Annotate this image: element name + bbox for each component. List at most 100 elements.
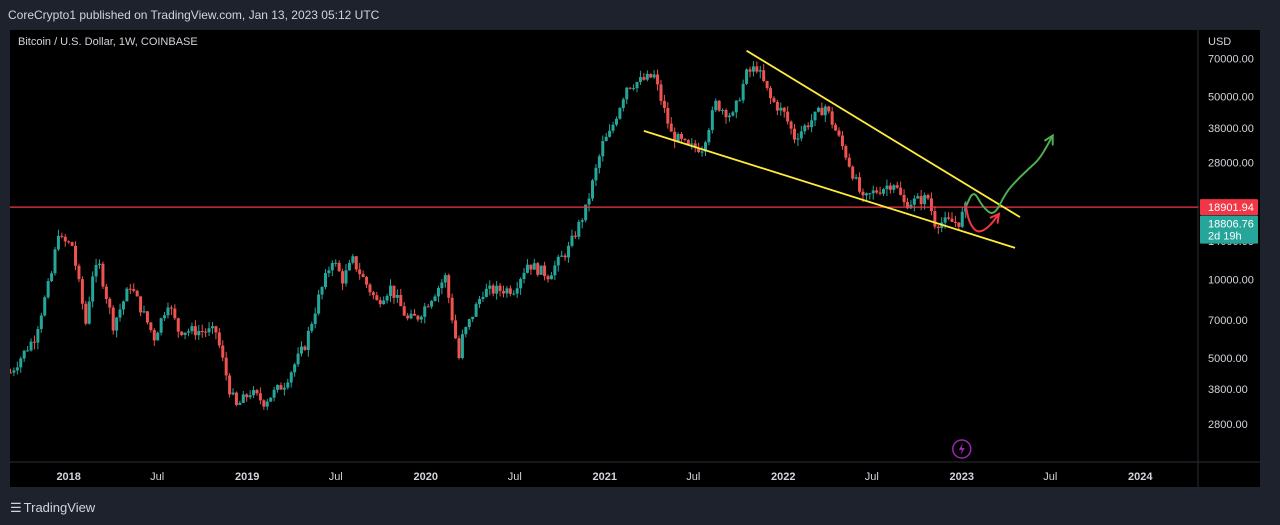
candle-body: [276, 385, 280, 390]
x-tick-label: Jul: [1043, 471, 1057, 483]
price-label-value: 18806.76: [1208, 219, 1254, 231]
candle-body: [560, 255, 564, 257]
candle-body: [330, 263, 334, 271]
candle-body: [936, 226, 940, 229]
y-tick-label: 2800.00: [1208, 419, 1248, 431]
brand[interactable]: ☰ TradingView: [10, 500, 95, 515]
candle-body: [368, 284, 372, 293]
x-tick-label: 2021: [592, 471, 616, 483]
y-tick-label: 5000.00: [1208, 353, 1248, 365]
candle-body: [296, 353, 300, 365]
candle-body: [549, 275, 553, 280]
candle-body: [399, 295, 403, 307]
candle-body: [238, 402, 242, 405]
candle-body: [478, 299, 482, 305]
candle-body: [584, 204, 588, 221]
lightning-glyph: [958, 443, 965, 455]
wedge-trendline[interactable]: [643, 130, 1016, 249]
wedge-trendline[interactable]: [746, 49, 1021, 218]
chart-area[interactable]: USD70000.0050000.0038000.0028000.0014000…: [10, 30, 1260, 487]
candle-body: [43, 297, 47, 316]
candle-body: [258, 393, 262, 401]
candle-body: [169, 307, 173, 309]
candle-body: [269, 397, 273, 402]
bullish-projection-path[interactable]: [964, 134, 1054, 214]
candle-body: [501, 290, 505, 294]
symbol-title: Bitcoin / U.S. Dollar, 1W, COINBASE: [18, 36, 198, 48]
candle-body: [15, 367, 19, 371]
candle-body: [354, 256, 358, 270]
candle-body: [495, 285, 499, 294]
candle-body: [224, 357, 228, 376]
candle-body: [50, 273, 54, 282]
candle-body: [200, 330, 204, 332]
x-tick-label: Jul: [865, 471, 879, 483]
candle-body: [796, 138, 800, 140]
candle-body: [371, 292, 375, 296]
candle-body: [436, 287, 440, 297]
candle-body: [563, 255, 567, 258]
candle-body: [293, 364, 297, 373]
candle-body: [10, 372, 12, 374]
candle-body: [628, 87, 632, 89]
candle-body: [508, 288, 512, 294]
header-bar: CoreCrypto1 published on TradingView.com…: [0, 0, 1280, 30]
candle-body: [139, 296, 143, 313]
candle-body: [782, 107, 786, 112]
candle-body: [625, 87, 629, 100]
candle-body: [416, 315, 420, 320]
candle-body: [156, 332, 160, 341]
candle-body: [234, 392, 238, 405]
price-label-badge: [1200, 215, 1258, 244]
candle-body: [816, 107, 820, 112]
y-tick-label: 28000.00: [1208, 158, 1254, 170]
candle-body: [74, 245, 78, 266]
price-chart[interactable]: USD70000.0050000.0038000.0028000.0014000…: [10, 30, 1260, 487]
candle-body: [834, 124, 838, 131]
price-label-value: 18901.94: [1208, 202, 1254, 214]
candle-body: [217, 332, 221, 346]
candle-body: [464, 327, 468, 335]
candle-body: [960, 211, 964, 227]
candle-body: [454, 320, 458, 339]
candle-body: [758, 70, 762, 72]
candle-body: [440, 282, 444, 288]
candle-body: [700, 151, 704, 153]
candle-body: [895, 185, 899, 188]
candle-body: [775, 101, 779, 111]
candle-body: [522, 272, 526, 280]
candle-body: [121, 301, 125, 310]
price-axis-unit: USD: [1208, 36, 1231, 48]
candle-body: [361, 274, 365, 277]
candle-body: [142, 311, 146, 313]
candle-body: [306, 330, 310, 350]
candle-body: [779, 107, 783, 111]
candle-body: [714, 100, 718, 111]
lightning-icon[interactable]: [952, 439, 972, 459]
candle-body: [645, 73, 649, 80]
candle-body: [159, 318, 163, 333]
candle-body: [279, 385, 283, 390]
candle-body: [91, 276, 95, 302]
candle-body: [378, 300, 382, 305]
candle-body: [166, 307, 170, 316]
bearish-projection-path[interactable]: [964, 204, 1000, 233]
x-tick-label: Jul: [150, 471, 164, 483]
candle-body: [299, 346, 303, 354]
x-tick-label: Jul: [329, 471, 343, 483]
candle-body: [649, 73, 653, 78]
candle-body: [26, 350, 30, 352]
tradingview-logo-icon: ☰: [10, 499, 22, 515]
candle-body: [433, 296, 437, 301]
candle-body: [868, 193, 872, 195]
candle-body: [214, 326, 218, 333]
candle-body: [94, 264, 98, 277]
y-tick-label: 3800.00: [1208, 384, 1248, 396]
candle-body: [830, 111, 834, 125]
candle-body: [282, 387, 286, 390]
candle-body: [313, 313, 317, 325]
candle-body: [135, 290, 139, 297]
candle-body: [604, 136, 608, 142]
candle-body: [406, 315, 410, 319]
candle-body: [878, 192, 882, 194]
